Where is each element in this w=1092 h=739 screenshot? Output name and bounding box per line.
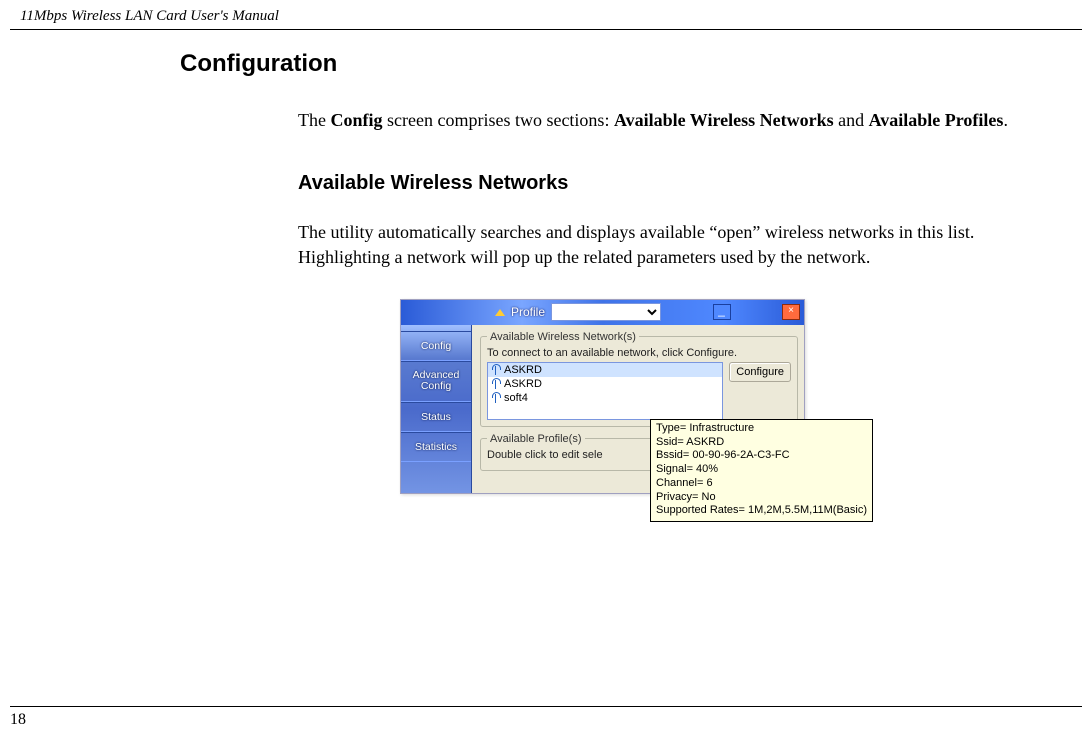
network-row[interactable]: ASKRD (488, 377, 722, 391)
tab-line2: Config (421, 380, 451, 392)
network-name: ASKRD (504, 364, 542, 376)
profile-label: Profile (511, 305, 545, 319)
profile-dropdown[interactable] (551, 303, 661, 321)
sidebar: Config Advanced Config Status Statistics (401, 325, 472, 493)
text: screen comprises two sections: (383, 110, 614, 130)
app-icon (495, 309, 505, 316)
text: . (1003, 110, 1008, 130)
group-legend: Available Profile(s) (487, 433, 585, 445)
available-networks-group: Available Wireless Network(s) To connect… (480, 331, 798, 427)
tooltip-line: Supported Rates= 1M,2M,5.5M,11M(Basic) (656, 504, 867, 518)
tab-status[interactable]: Status (401, 402, 471, 432)
network-name: soft4 (504, 392, 528, 404)
antenna-icon (491, 378, 500, 389)
network-list[interactable]: ASKRD ASKRD soft4 (487, 362, 723, 420)
group-hint: To connect to an available network, clic… (487, 347, 791, 359)
window-body: Config Advanced Config Status Statistics… (401, 325, 804, 493)
tooltip-line: Bssid= 00-90-96-2A-C3-FC (656, 449, 867, 463)
utility-screenshot: Profile _ × Config Advanced Config Statu… (400, 299, 805, 494)
tooltip-line: Privacy= No (656, 491, 867, 505)
text: and (834, 110, 869, 130)
antenna-icon (491, 364, 500, 375)
tooltip-line: Type= Infrastructure (656, 422, 867, 436)
tooltip-line: Channel= 6 (656, 477, 867, 491)
subsection-heading: Available Wireless Networks (298, 172, 1052, 195)
network-name: ASKRD (504, 378, 542, 390)
tab-advanced-config[interactable]: Advanced Config (401, 361, 471, 402)
tab-config[interactable]: Config (401, 331, 471, 361)
tooltip-line: Signal= 40% (656, 463, 867, 477)
network-row[interactable]: soft4 (488, 391, 722, 405)
section-heading: Configuration (180, 50, 1052, 78)
page-header: 11Mbps Wireless LAN Card User's Manual (10, 0, 1082, 30)
network-row[interactable]: ASKRD (488, 363, 722, 377)
bold-config: Config (330, 110, 382, 130)
window-titlebar[interactable]: Profile _ × (401, 300, 804, 325)
minimize-button[interactable]: _ (713, 304, 731, 320)
bold-awn: Available Wireless Networks (614, 110, 834, 130)
tooltip-line: Ssid= ASKRD (656, 436, 867, 450)
bold-ap: Available Profiles (869, 110, 1004, 130)
paragraph-config-intro: The Config screen comprises two sections… (298, 108, 1052, 132)
paragraph-awn: The utility automatically searches and d… (298, 220, 1052, 269)
network-tooltip: Type= Infrastructure Ssid= ASKRD Bssid= … (650, 419, 873, 522)
text: The (298, 110, 330, 130)
page-number: 18 (10, 706, 1082, 729)
tab-statistics[interactable]: Statistics (401, 432, 471, 462)
antenna-icon (491, 392, 500, 403)
close-button[interactable]: × (782, 304, 800, 320)
config-panel: Available Wireless Network(s) To connect… (472, 325, 804, 493)
group-legend: Available Wireless Network(s) (487, 331, 639, 343)
configure-button[interactable]: Configure (729, 362, 791, 382)
page-content: Configuration The Config screen comprise… (180, 50, 1052, 494)
